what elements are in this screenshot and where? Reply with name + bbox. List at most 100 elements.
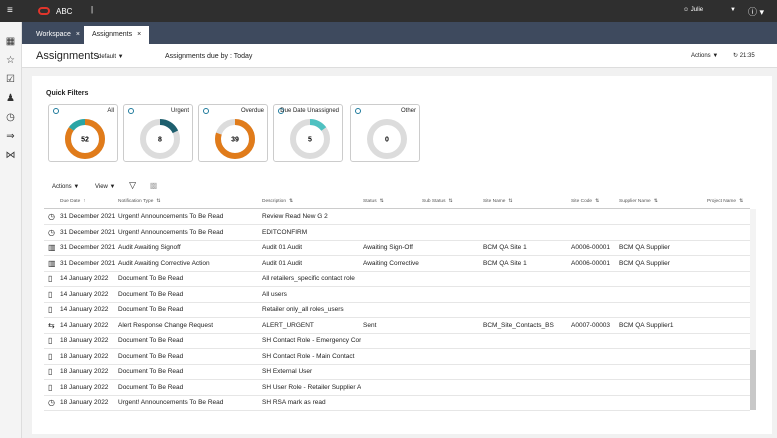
brand: ABC [56,7,73,16]
column-header[interactable]: Status ⇅ [363,199,384,204]
row-icon: ▥ [48,243,56,252]
cell-due-date: 18 January 2022 [60,383,109,391]
table-row[interactable]: ▯ 14 January 2022 Document To Be Read Retai… [44,302,750,318]
tab-close[interactable]: × [137,31,142,38]
toolbar-view[interactable]: View ▼ [94,184,116,190]
refresh[interactable]: ↻ 21:35 [733,53,755,59]
cell-site-code: A0007-00003 [571,321,611,329]
filter-radio [53,108,59,114]
cell-type: Audit Awaiting Corrective Action [118,259,210,267]
table-row[interactable]: ▯ 18 January 2022 Document To Be Read SH Us… [44,380,750,396]
cell-description: SH Contact Role - Emergency Cor [262,337,361,344]
column-header[interactable]: Project Name ⇅ [707,199,743,204]
cell-description: All users [262,290,287,298]
menu-icon[interactable]: ≡ [7,5,13,16]
table-row[interactable]: ▯ 18 January 2022 Document To Be Read SH Co… [44,349,750,365]
top-bar: ≡ ABC | ☺ Julie ▼ ⓘ ▾ [0,0,777,22]
filter-card[interactable]: All 52 [48,104,118,162]
view-select[interactable]: default ▼ [98,54,124,60]
column-header[interactable]: Site Code ⇅ [571,199,599,204]
table-row[interactable]: ◷ 31 December 2021 Urgent! Announcements T… [44,225,750,241]
refresh-time: 21:35 [739,53,755,59]
cell-description: EDITCONFIRM [262,228,308,236]
column-title: Site Code [571,199,593,204]
column-header[interactable]: Sub Status ⇅ [422,199,453,204]
table-row[interactable]: ▯ 18 January 2022 Document To Be Read SH Co… [44,333,750,349]
sort-icon[interactable]: ⇅ [156,199,161,204]
donut: 52 [65,119,105,159]
filter-label: Other [400,108,416,114]
column-title: Supplier Name [619,199,651,204]
toolbar-actions[interactable]: Actions ▼ [52,184,80,190]
cell-due-date: 31 December 2021 [60,244,116,251]
column-header[interactable]: Supplier Name ⇅ [619,199,658,204]
sort-icon[interactable]: ↑ [83,199,86,204]
title-bar: Assignments default ▼ Assignments due by… [22,44,777,68]
delete-icon[interactable]: ▩ [149,181,158,190]
table-row[interactable]: ▯ 14 January 2022 Document To Be Read All u… [44,287,750,303]
actions-menu[interactable]: Actions ▼ [691,53,719,59]
scrollbar[interactable] [750,209,756,410]
column-title: Sub Status [422,199,446,204]
tab[interactable]: Workspace × [28,26,88,44]
table-row[interactable]: ▯ 18 January 2022 Document To Be Read SH Ex… [44,364,750,380]
filter-label: Urgent [170,108,189,114]
sort-icon[interactable]: ⇅ [595,199,600,204]
toolbar-view-label: View [94,184,108,190]
filter-card[interactable]: Overdue 39 [198,104,268,162]
column-header[interactable]: Site Name ⇅ [483,199,512,204]
cell-description: ALERT_URGENT [262,321,314,329]
row-icon: ⇆ [48,320,55,330]
sort-icon[interactable]: ⇅ [379,199,384,204]
sidebar: ▦ ☆ ☑ ♟ ◷ ⇒ ⋈ [0,22,22,438]
quick-filters-title: Quick Filters [46,90,89,97]
table-row[interactable]: ◷ 18 January 2022 Urgent! Announcements To… [44,395,750,411]
cell-supplier-name: BCM QA Supplier [619,259,670,267]
user-menu[interactable]: ▼ [730,7,736,13]
filter-label: All [107,108,114,114]
donut-ring [215,119,255,159]
cell-due-date: 18 January 2022 [60,399,109,406]
cell-type: Document To Be Read [118,352,184,360]
table-row[interactable]: ⇆ 14 January 2022 Alert Response Change Re… [44,318,750,334]
scroll-thumb[interactable] [750,350,756,410]
filter-icon[interactable]: ▽ [129,180,137,190]
table-row[interactable]: ▥ 31 December 2021 Audit Awaiting Signoff A… [44,240,750,256]
cell-due-date: 14 January 2022 [60,275,109,282]
cell-type: Document To Be Read [118,275,184,282]
column-header[interactable]: Notification Type ⇅ [118,199,160,204]
tab[interactable]: Assignments × [84,26,150,44]
cell-type: Alert Response Change Request [118,321,214,329]
donut-ring [367,119,407,159]
cell-description: SH External User [262,368,313,375]
column-header[interactable]: Description ⇅ [262,199,293,204]
filter-card[interactable]: Other 0 [350,104,420,162]
sidebar-icons[interactable]: ▦ ☆ ☑ ♟ ◷ ⇒ ⋈ [5,36,16,161]
donut-ring [65,119,105,159]
user-name[interactable]: ☺ Julie [683,7,704,13]
filter-card[interactable]: Urgent 8 [123,104,193,162]
cell-site-name: BCM QA Site 1 [483,244,527,251]
sort-icon[interactable]: ⇅ [448,199,453,204]
tab-close[interactable]: × [75,31,80,38]
cell-description: Audit 01 Audit [262,244,303,251]
sort-icon[interactable]: ⇅ [289,199,294,204]
cell-description: Retailer only_all roles_users [262,306,344,313]
tab-bar: Workspace × Assignments × [22,22,777,44]
cell-due-date: 14 January 2022 [60,290,109,298]
sort-icon[interactable]: ⇅ [508,199,513,204]
filter-card[interactable]: Due Date Unassigned 5 [273,104,343,162]
table-row[interactable]: ▯ 14 January 2022 Document To Be Read All r… [44,271,750,287]
column-title: Status [363,199,377,204]
column-header[interactable]: Due Date ↑ [60,199,86,204]
cell-description: Review Read New G 2 [262,213,328,220]
column-title: Site Name [483,199,506,204]
table-row[interactable]: ▥ 31 December 2021 Audit Awaiting Correcti… [44,256,750,272]
sort-icon[interactable]: ⇅ [739,199,744,204]
sort-icon[interactable]: ⇅ [653,199,658,204]
cell-type: Urgent! Announcements To Be Read [118,228,224,236]
filter-radio [355,108,361,114]
cell-type: Document To Be Read [118,290,184,298]
table-row[interactable]: ◷ 31 December 2021 Urgent! Announcements T… [44,209,750,225]
help[interactable]: ⓘ ▾ [748,7,765,17]
